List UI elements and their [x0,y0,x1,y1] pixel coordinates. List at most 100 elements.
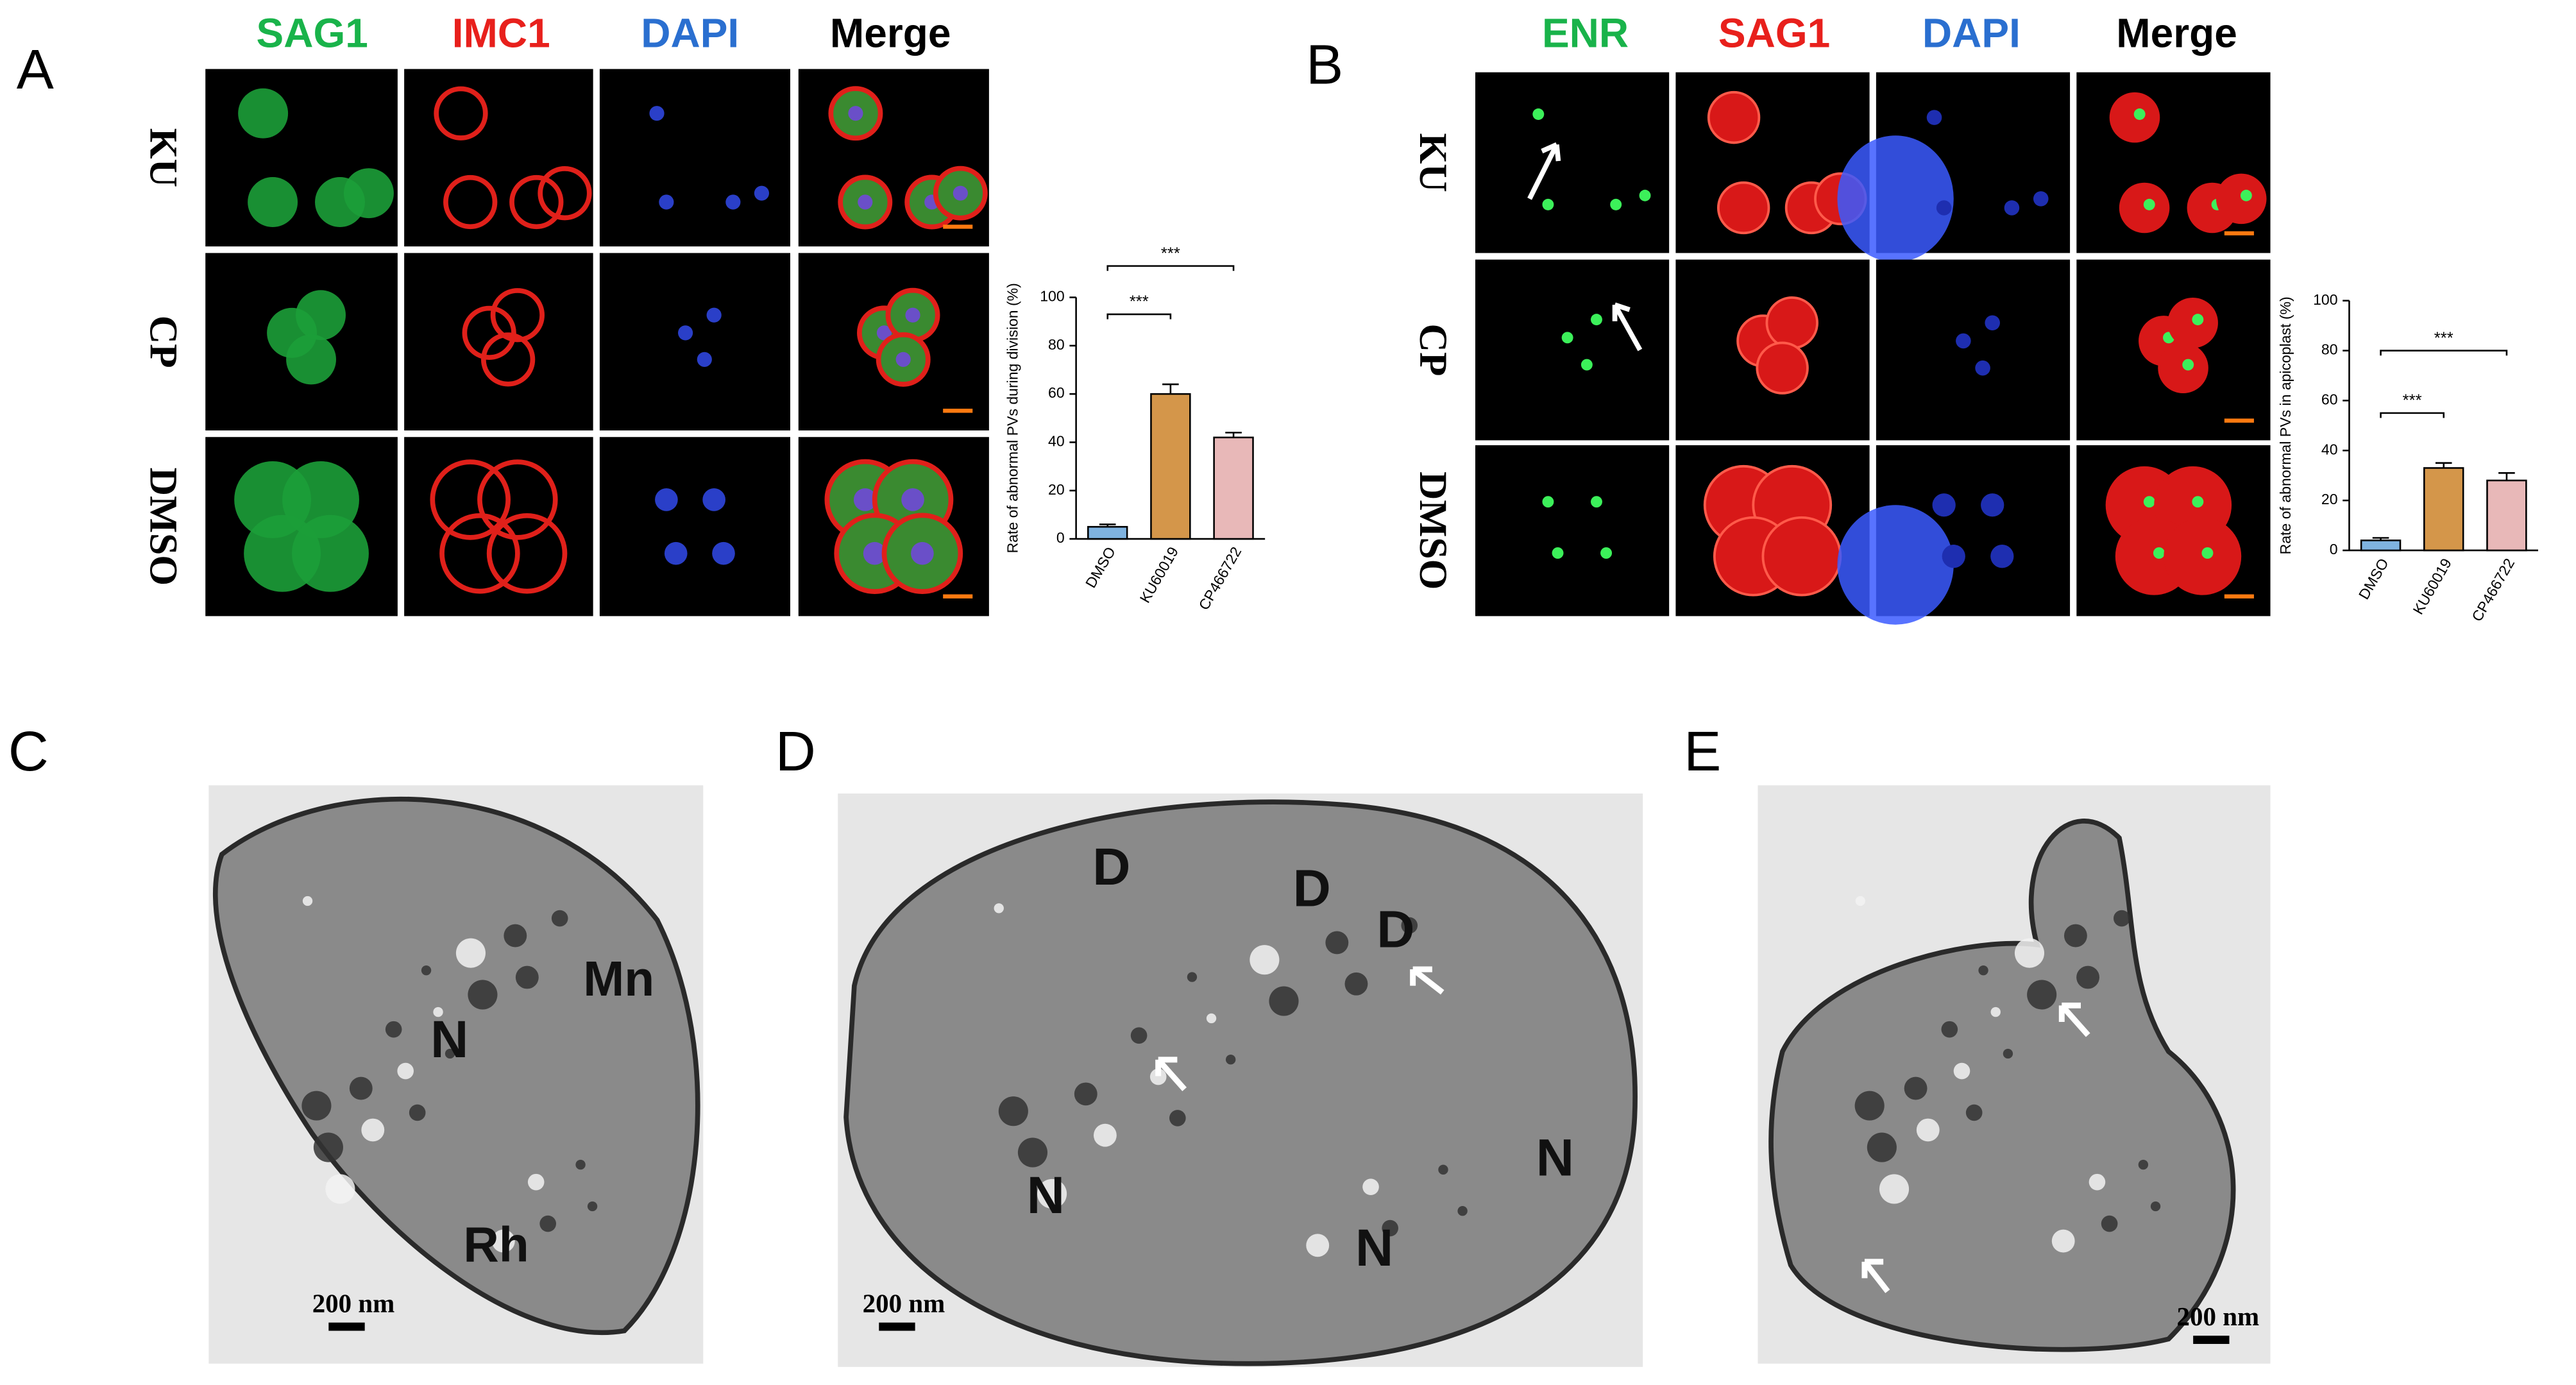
micrograph [1837,72,2071,262]
cell [538,166,592,221]
nucleus [905,307,920,323]
arrow [2058,1002,2090,1037]
em-granule [1306,1234,1330,1257]
nucleus [664,541,688,565]
channel-header: Merge [2116,10,2237,56]
y-axis-label: Rate of abnormal PVs in apicoplast (%) [2277,296,2294,554]
em-granule [2150,1201,2161,1212]
em-granule [302,896,313,906]
em-granule [1093,1123,1117,1147]
em-granule [575,1159,586,1170]
image-bg [599,437,790,616]
cell [1761,516,1842,597]
cell [430,459,511,540]
em-granule [551,910,568,927]
nucleus [911,541,934,565]
apicoplast [2143,198,2155,210]
em-granule [1867,1132,1897,1162]
em-granule [1325,931,1349,955]
y-tick-label: 80 [1048,336,1065,353]
nucleus [1932,493,1956,517]
micrograph [798,69,989,247]
error-bar [2498,472,2515,480]
em-granule [994,903,1004,913]
row-label: KU [141,128,185,187]
cell [2164,517,2242,595]
bar [1213,436,1254,540]
nucleus [754,185,770,201]
micrograph [599,253,790,431]
nucleus [1990,545,2014,568]
cell [881,513,963,594]
em-annotation: D [1293,859,1331,917]
em-granule [2138,1159,2149,1170]
arrow [1861,1259,1890,1293]
em-granule [1169,1110,1186,1126]
cell [292,514,369,592]
image-bg [205,69,398,247]
nucleus [1985,315,2000,331]
apicoplast [1600,547,1613,559]
row-label: CP [141,316,185,368]
apicoplast [1591,314,1602,326]
em-annotation: N [1355,1219,1393,1277]
y-tick-label: 40 [1048,433,1065,450]
cell [486,513,568,594]
cell [509,174,564,230]
blob [1837,135,1954,262]
micrograph [404,69,593,247]
nucleus [678,325,693,341]
micrograph [599,437,790,616]
x-tick-label: DMSO [2355,556,2392,602]
em-granule [504,924,527,947]
em-granule [1037,1178,1067,1209]
em-granule [313,1132,343,1162]
y-tick-label: 100 [2313,291,2337,308]
y-tick-label: 20 [1048,481,1065,498]
cell [296,290,346,341]
x-tick-label: DMSO [1082,544,1119,591]
em-granule [2014,938,2045,968]
nucleus [1956,333,1971,349]
em-granule [468,980,498,1010]
cell [286,334,337,385]
nucleus [1981,493,2004,517]
em-granule [361,1118,385,1142]
apicoplast [2201,547,2214,559]
apicoplast [2240,189,2252,201]
em-annotation: Mn [583,951,654,1007]
nucleus [858,194,873,210]
cell [490,288,545,343]
em-granule [1401,917,1418,934]
apicoplast [1591,496,1602,508]
apicoplast [2143,496,2155,508]
error-bar [1162,383,1179,395]
em-granule [1904,1076,1928,1100]
em-annotation: N [430,1010,468,1069]
channel-header: ENR [1542,10,1629,56]
em-granule [1438,1164,1448,1175]
scale-bar [328,1322,365,1331]
x-tick-label: KU60019 [2409,556,2455,617]
em-granule [1855,896,1865,906]
em-annotation: D [1377,900,1414,958]
nucleus [649,106,665,121]
em-granule [445,1048,455,1059]
nucleus [1926,110,1942,125]
micrograph [1475,72,1670,253]
cell [876,332,931,387]
em-granule [1269,986,1299,1016]
y-tick-label: 0 [2330,541,2338,557]
nucleus [702,488,725,511]
em-granule [421,965,432,976]
micrograph [1876,259,2071,441]
em-granule [325,1174,355,1204]
micrograph [205,69,398,247]
image-bg [1475,72,1670,253]
cell [248,177,298,227]
apicoplast [1532,108,1545,120]
apicoplast [1561,332,1573,344]
nucleus [1942,545,1965,568]
em-granule [1978,965,1988,976]
